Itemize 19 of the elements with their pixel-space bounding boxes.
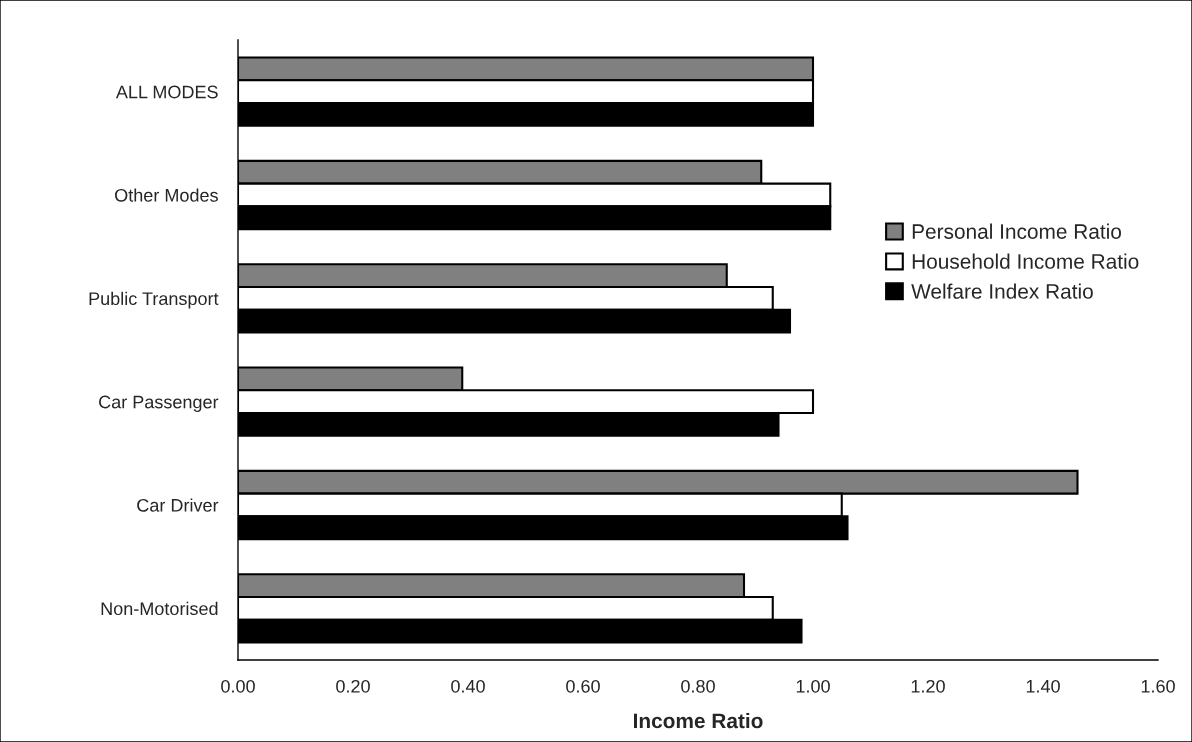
y-tick-label: Non-Motorised [101,601,218,616]
x-tick-label: 1.00 [796,679,830,693]
y-tick-label: Car Driver [137,498,219,512]
x-tick-label: 0.80 [681,679,715,693]
legend-label: Personal Income Ratio [912,223,1122,239]
y-tick-label: Car Passenger [99,395,219,412]
x-axis-title: Income Ratio [633,712,763,729]
x-tick-label: 0.00 [221,679,255,693]
x-tick-label: 0.60 [566,679,600,693]
y-tick-label: Other Modes [115,188,218,202]
x-tick-label: 0.20 [336,679,370,693]
x-tick-label: 1.40 [1026,679,1060,693]
x-tick-label: 0.40 [451,679,485,693]
x-tick-label: 1.20 [911,679,945,693]
x-tick-label: 1.60 [1141,679,1175,693]
legend-label: Household Income Ratio [912,253,1139,269]
y-tick-label: ALL MODES [115,85,218,99]
y-tick-label: Public Transport [89,291,219,309]
legend-label: Welfare Index Ratio [911,283,1093,299]
